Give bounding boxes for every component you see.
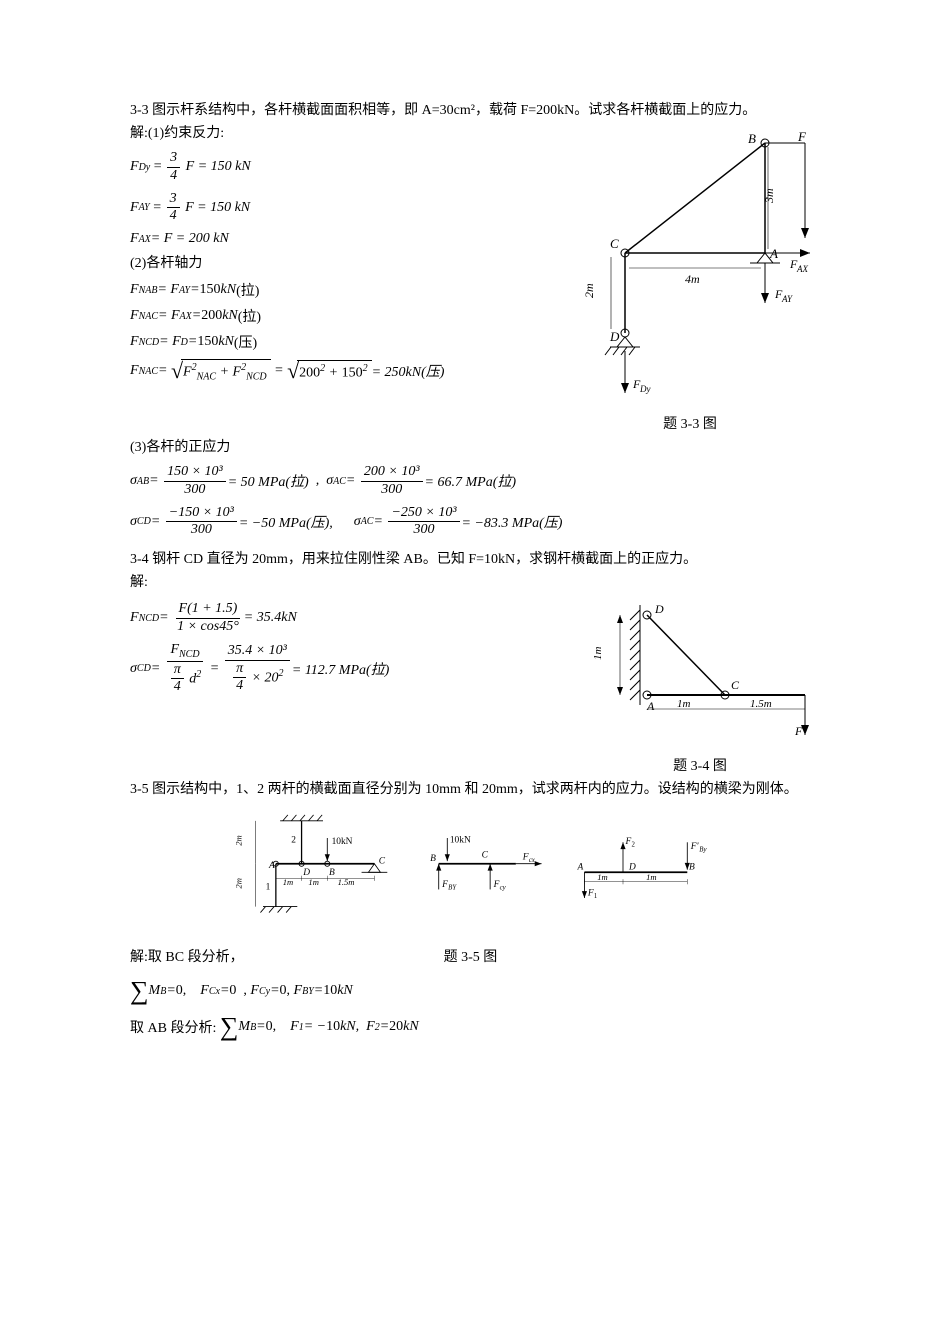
- svg-text:D: D: [654, 602, 664, 616]
- p35-eq2: 取 AB 段分析: ∑MB = 0, F1 = −10kN, F2 = 20kN: [130, 1012, 815, 1042]
- svg-text:B: B: [689, 863, 695, 873]
- figure-3-5-caption: 题 3-5 图: [444, 947, 498, 968]
- svg-text:B: B: [329, 868, 335, 878]
- p33-eq-FNCD: FNCD = FD = 150kN(压): [130, 332, 549, 352]
- p33-eq-FNAC2: FNAC = F2NAC + F2NCD = 2002 + 1502 = 250…: [130, 358, 549, 384]
- p35-eq1: ∑MB = 0, FCx = 0 , FCy = 0, FBY = 10kN: [130, 976, 815, 1006]
- svg-text:1m: 1m: [597, 872, 607, 882]
- svg-text:BY: BY: [448, 885, 457, 892]
- svg-text:2: 2: [291, 835, 296, 845]
- svg-text:F: F: [586, 889, 593, 899]
- figure-3-4: D A C F 1m: [585, 595, 815, 779]
- svg-text:3m: 3m: [762, 188, 776, 204]
- svg-text:1: 1: [593, 893, 597, 900]
- svg-text:AY: AY: [781, 294, 793, 304]
- svg-text:C: C: [481, 851, 488, 861]
- p33-sigma-row1: σAB = 150 × 10³300 = 50 MPa(拉) , σAC = 2…: [130, 464, 815, 499]
- p34-eq-sigmaCD: σCD = FNCD π4 d2 = 35.4 × 10³ π4 × 202 =…: [130, 642, 569, 696]
- svg-text:A: A: [646, 699, 655, 713]
- svg-text:F': F': [689, 842, 699, 852]
- figure-3-3: B A C D: [565, 123, 815, 437]
- svg-text:2m: 2m: [582, 283, 596, 298]
- svg-text:2m: 2m: [233, 835, 243, 845]
- svg-text:2: 2: [631, 842, 635, 849]
- p33-step1: 解:(1)约束反力:: [130, 123, 549, 144]
- svg-text:1.5m: 1.5m: [337, 877, 354, 887]
- svg-text:4m: 4m: [685, 272, 700, 286]
- p34-eq-FNCD: FNCD = F(1 + 1.5)1 × cos45° = 35.4kN: [130, 601, 569, 636]
- svg-text:C: C: [731, 678, 740, 692]
- svg-text:By: By: [699, 847, 707, 854]
- svg-text:1m: 1m: [646, 872, 656, 882]
- figure-3-4-caption: 题 3-4 图: [585, 756, 815, 777]
- p34-sol-label: 解:: [130, 572, 815, 593]
- svg-text:B: B: [430, 854, 436, 864]
- svg-text:10kN: 10kN: [449, 835, 470, 845]
- problem-3-3-prompt: 3-3 图示杆系结构中，各杆横截面面积相等，即 A=30cm²，载荷 F=200…: [130, 100, 815, 121]
- svg-text:cx: cx: [528, 857, 534, 864]
- p33-eq-FAX: FAX = F = 200 kN: [130, 231, 549, 247]
- p35-sol-label: 解:取 BC 段分析，: [130, 947, 244, 968]
- svg-text:C: C: [610, 236, 619, 251]
- svg-text:1m: 1m: [282, 877, 292, 887]
- svg-text:D: D: [609, 329, 620, 344]
- svg-text:1m: 1m: [308, 877, 318, 887]
- svg-text:F: F: [624, 837, 631, 847]
- svg-text:1: 1: [265, 883, 270, 893]
- p33-step2: (2)各杆轴力: [130, 253, 549, 274]
- svg-text:1.5m: 1.5m: [750, 698, 772, 710]
- p33-eq-FNAC: FNAC = FAX = 200kN(拉): [130, 306, 549, 326]
- svg-text:cy: cy: [499, 885, 506, 892]
- svg-text:D: D: [628, 863, 636, 873]
- problem-3-5-prompt: 3-5 图示结构中，1、2 两杆的横截面直径分别为 10mm 和 20mm，试求…: [130, 779, 815, 800]
- svg-text:F: F: [441, 880, 448, 890]
- problem-3-4-prompt: 3-4 钢杆 CD 直径为 20mm，用来拉住刚性梁 AB。已知 F=10kN，…: [130, 549, 815, 570]
- svg-text:2m: 2m: [233, 878, 243, 888]
- svg-text:F: F: [492, 880, 499, 890]
- svg-text:C: C: [378, 857, 385, 867]
- svg-text:F: F: [521, 853, 528, 863]
- p33-step3: (3)各杆的正应力: [130, 437, 815, 458]
- svg-text:1m: 1m: [592, 647, 604, 661]
- p33-eq-FDy: FDy = 34 F = 150 kN: [130, 150, 549, 185]
- svg-text:B: B: [748, 131, 756, 146]
- svg-text:10kN: 10kN: [331, 837, 352, 847]
- svg-text:F: F: [797, 129, 807, 144]
- svg-text:F: F: [794, 724, 803, 738]
- svg-text:1m: 1m: [677, 698, 691, 710]
- p33-eq-FAY: FAY = 34 F = 150 kN: [130, 191, 549, 226]
- figure-3-5: 2 A D B C 10kN 1: [193, 808, 753, 933]
- p33-sigma-row2: σCD = −150 × 10³300 = −50 MPa(压), σAC = …: [130, 505, 815, 540]
- svg-text:Dy: Dy: [639, 384, 651, 394]
- svg-text:AX: AX: [796, 264, 808, 274]
- svg-text:A: A: [576, 863, 583, 873]
- figure-3-3-caption: 题 3-3 图: [565, 414, 815, 435]
- p33-eq-FNAB: FNAB = FAY = 150kN(拉): [130, 280, 549, 300]
